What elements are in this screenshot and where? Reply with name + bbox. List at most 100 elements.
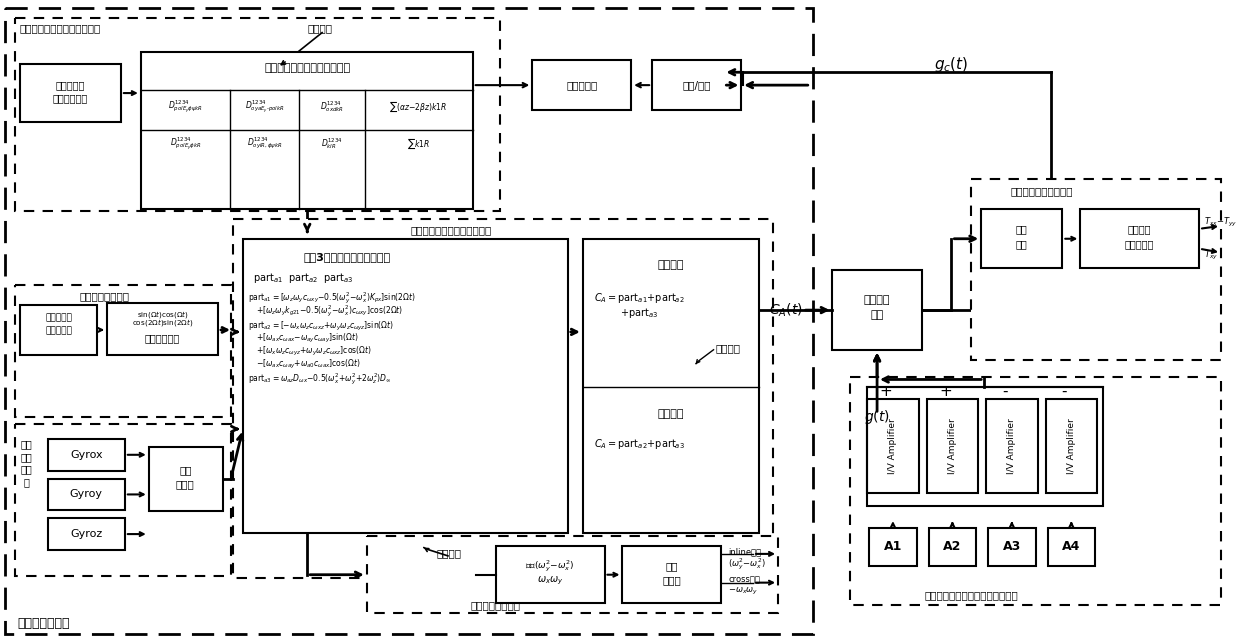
Text: $D^{1234}_{oyIR,\phi\psi kR}$: $D^{1234}_{oyIR,\phi\psi kR}$ [247, 136, 283, 151]
Text: $(\omega_y^2{-}\omega_x^2)$: $(\omega_y^2{-}\omega_x^2)$ [728, 556, 766, 572]
Bar [988, 528, 1035, 566]
Text: $\cos(2\Omega t)\sin(2\Omega t)$: $\cos(2\Omega t)\sin(2\Omega t)$ [131, 318, 193, 329]
Bar [981, 209, 1063, 269]
Text: 角运: 角运 [21, 439, 32, 449]
Text: $C_A{=}\mathrm{part}_{a1}{+}\mathrm{part}_{a2}$: $C_A{=}\mathrm{part}_{a1}{+}\mathrm{part… [594, 291, 684, 305]
Bar [47, 439, 125, 471]
Text: $\mathrm{part}_{a1}{=}[\omega_z\omega_y c_{\omega xy}{-}0.5(\omega_y^2{-}\omega_: $\mathrm{part}_{a1}{=}[\omega_z\omega_y … [248, 291, 415, 306]
Text: $C_A{=}\mathrm{part}_{a2}{+}\mathrm{part}_{a3}$: $C_A{=}\mathrm{part}_{a2}{+}\mathrm{part… [594, 437, 684, 451]
Text: $D^{1234}_{polE_y\phi kR}$: $D^{1234}_{polE_y\phi kR}$ [170, 135, 201, 152]
Bar [532, 60, 631, 110]
Text: 产生参考信号: 产生参考信号 [145, 333, 180, 343]
Text: 标定模式: 标定模式 [436, 548, 461, 558]
Bar [867, 399, 919, 493]
Text: 低通: 低通 [179, 466, 191, 476]
Text: 补偿模式: 补偿模式 [715, 343, 740, 353]
Text: 重力梯度仪加速度计信号处理模块: 重力梯度仪加速度计信号处理模块 [924, 590, 1018, 601]
Text: $-[\omega_{ax} c_{\omega ay}{+}\omega_{a0} c_{\omega ax}]\cos(\Omega t)$: $-[\omega_{ax} c_{\omega ay}{+}\omega_{a… [255, 358, 361, 371]
Text: I/V Amplifier: I/V Amplifier [1066, 418, 1076, 474]
Bar [652, 60, 742, 110]
Bar [1080, 209, 1199, 269]
Text: $+[\omega_z\omega_y k_{g21}{-}0.5(\omega_y^2{-}\omega_x^2)c_{\omega xy}]\cos(2\O: $+[\omega_z\omega_y k_{g21}{-}0.5(\omega… [255, 303, 403, 319]
Text: I/V Amplifier: I/V Amplifier [1007, 418, 1017, 474]
Bar [929, 528, 976, 566]
Text: $\sin(\Omega t)\cos(\Omega t)$: $\sin(\Omega t)\cos(\Omega t)$ [136, 309, 188, 320]
Text: $\sum k1R$: $\sum k1R$ [407, 136, 430, 150]
Text: I/V Amplifier: I/V Amplifier [947, 418, 957, 474]
Bar [622, 546, 722, 603]
Text: 滤波器: 滤波器 [662, 575, 681, 586]
Text: $\mathrm{part}_{a1}$  $\mathrm{part}_{a2}$  $\mathrm{part}_{a3}$: $\mathrm{part}_{a1}$ $\mathrm{part}_{a2}… [253, 271, 353, 285]
Text: $D^{1234}_{klR}$: $D^{1234}_{klR}$ [321, 136, 343, 151]
Text: 参考信号产生模块: 参考信号产生模块 [79, 291, 129, 301]
Text: $\mathrm{part}_{a2}{=}[-\omega_x\omega_z c_{\omega xz}{+}\omega_y\omega_z c_{\om: $\mathrm{part}_{a2}{=}[-\omega_x\omega_z… [248, 320, 394, 332]
Text: 传递系数初值: 传递系数初值 [53, 93, 88, 103]
Text: +: + [939, 384, 952, 399]
Text: 离心样度检测模块: 离心样度检测模块 [470, 601, 521, 610]
Text: +: + [879, 384, 893, 399]
Bar [47, 478, 125, 511]
Text: $+[\omega_{ax} c_{\omega ax}{-}\omega_{ay} c_{\omega ay}]\sin(\Omega t)$: $+[\omega_{ax} c_{\omega ax}{-}\omega_{a… [255, 332, 358, 345]
Bar [47, 518, 125, 550]
Bar [243, 239, 568, 533]
Bar [107, 303, 218, 355]
Text: 控制器模块: 控制器模块 [567, 80, 598, 90]
Text: 计算$(\omega_y^2{-}\omega_x^2)$: 计算$(\omega_y^2{-}\omega_x^2)$ [526, 558, 574, 574]
Text: 角运动误差补偿信号产生模块: 角运动误差补偿信号产生模块 [410, 225, 491, 235]
Text: 模块: 模块 [870, 310, 884, 320]
Text: 调节模式: 调节模式 [308, 24, 332, 33]
Bar [15, 424, 231, 575]
Text: 测模: 测模 [21, 465, 32, 475]
Text: cross通道: cross通道 [728, 575, 760, 584]
Bar [867, 387, 1104, 506]
Bar [367, 536, 777, 613]
Text: 正交幅度: 正交幅度 [1128, 224, 1152, 234]
Text: A4: A4 [1063, 541, 1080, 554]
Text: 滤波: 滤波 [1016, 239, 1028, 249]
Bar [851, 377, 1221, 606]
Text: 放大: 放大 [1016, 224, 1028, 234]
Text: $D^{1234}_{polE_y\phi\psi kR}$: $D^{1234}_{polE_y\phi\psi kR}$ [167, 98, 203, 116]
Text: 正常模式: 正常模式 [657, 260, 684, 271]
Text: $+\mathrm{part}_{a3}$: $+\mathrm{part}_{a3}$ [620, 306, 658, 320]
Text: -: - [1061, 384, 1068, 399]
Bar [15, 285, 231, 417]
Text: $\sum(\alpha z{-}2\beta z)k1R$: $\sum(\alpha z{-}2\beta z)k1R$ [389, 100, 448, 114]
Text: A2: A2 [944, 541, 961, 554]
Text: 动检: 动检 [21, 452, 32, 462]
Bar [149, 447, 223, 511]
Bar [5, 8, 812, 634]
Text: Gyroy: Gyroy [69, 489, 103, 500]
Text: 块: 块 [24, 478, 30, 487]
Text: A3: A3 [1003, 541, 1021, 554]
Text: I/V Amplifier: I/V Amplifier [888, 418, 898, 474]
Text: A1: A1 [884, 541, 903, 554]
Text: 调制解调器: 调制解调器 [1125, 239, 1154, 249]
Text: 低通: 低通 [666, 561, 678, 571]
Text: $-\omega_x\omega_y$: $-\omega_x\omega_y$ [728, 586, 759, 597]
Text: 角运动误差: 角运动误差 [56, 80, 86, 90]
Bar [496, 546, 605, 603]
Bar [140, 53, 472, 209]
Text: 角运动误差补偿: 角运动误差补偿 [17, 617, 71, 629]
Text: $g_c(t)$: $g_c(t)$ [934, 55, 968, 74]
Text: $T_{xy}$: $T_{xy}$ [1204, 249, 1218, 262]
Text: Gyrox: Gyrox [69, 450, 103, 460]
Text: $T_{xx}{-}T_{yy}$: $T_{xx}{-}T_{yy}$ [1204, 216, 1238, 230]
Bar [1048, 528, 1095, 566]
Text: 惯度仪固定: 惯度仪固定 [45, 314, 72, 323]
Text: 旋转相位角: 旋转相位角 [45, 327, 72, 336]
Text: 标定模式: 标定模式 [657, 409, 684, 419]
Text: $+[\omega_x\omega_z c_{\omega yz}{+}\omega_y\omega_z c_{\omega xz}]\cos(\Omega t: $+[\omega_x\omega_z c_{\omega yz}{+}\ome… [255, 345, 372, 358]
Bar [583, 239, 759, 533]
Bar [986, 399, 1038, 493]
Text: $D^{1234}_{oxdkR}$: $D^{1234}_{oxdkR}$ [320, 100, 343, 114]
Text: 角运动误差传递系数实时修正: 角运动误差传递系数实时修正 [264, 63, 350, 73]
Bar [869, 528, 916, 566]
Text: 滤波/解调: 滤波/解调 [682, 80, 711, 90]
Bar [926, 399, 978, 493]
Bar [832, 271, 921, 350]
Text: 角运动误差传递系数处理模块: 角运动误差传递系数处理模块 [20, 24, 102, 33]
Bar [233, 219, 773, 577]
Text: $\omega_x\omega_y$: $\omega_x\omega_y$ [537, 574, 563, 587]
